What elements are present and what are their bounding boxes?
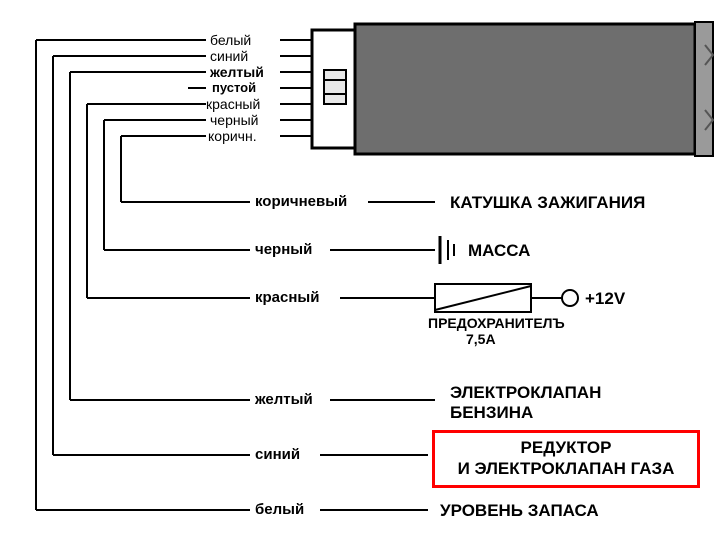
wire-label-brown: коричн. [208, 129, 257, 143]
branch-label-brown: коричневый [255, 194, 347, 209]
device-endcap [695, 22, 713, 156]
wire-label-empty: пустой [212, 81, 256, 94]
wire-label-white: белый [210, 33, 251, 47]
dest-petrol-valve-2: БЕНЗИНА [450, 404, 533, 421]
wire-label-red: красный [206, 97, 260, 111]
dest-12v: +12V [585, 290, 625, 307]
branch-label-red: красный [255, 290, 319, 305]
connector-latch [324, 70, 346, 104]
wire-label-yellow: желтый [210, 65, 264, 79]
dest-ignition-coil: КАТУШКА ЗАЖИГАНИЯ [450, 194, 645, 211]
branch-label-blue: синий [255, 447, 300, 462]
branch-label-yellow: желтый [255, 392, 313, 407]
dest-petrol-valve-1: ЭЛЕКТРОКЛАПАН [450, 384, 601, 401]
fuse-label-1: ПРЕДОХРАНИТЕЛЪ [428, 316, 565, 330]
dest-gas-reducer-box: РЕДУКТОР И ЭЛЕКТРОКЛАПАН ГАЗА [432, 430, 700, 488]
branch-label-white: белый [255, 502, 304, 517]
branch-label-black: черный [255, 242, 312, 257]
dest-gas-reducer-2: И ЭЛЕКТРОКЛАПАН ГАЗА [449, 460, 683, 477]
dest-gas-reducer-1: РЕДУКТОР [449, 439, 683, 456]
wire-label-black: черный [210, 113, 258, 127]
dest-level: УРОВЕНЬ ЗАПАСА [440, 502, 599, 519]
dest-ground: МАССА [468, 242, 530, 259]
fuse-label-2: 7,5A [466, 332, 496, 346]
wiring-diagram: белый синий желтый пустой красный черный… [0, 0, 726, 551]
device-body [355, 24, 695, 154]
wire-label-blue: синий [210, 49, 248, 63]
